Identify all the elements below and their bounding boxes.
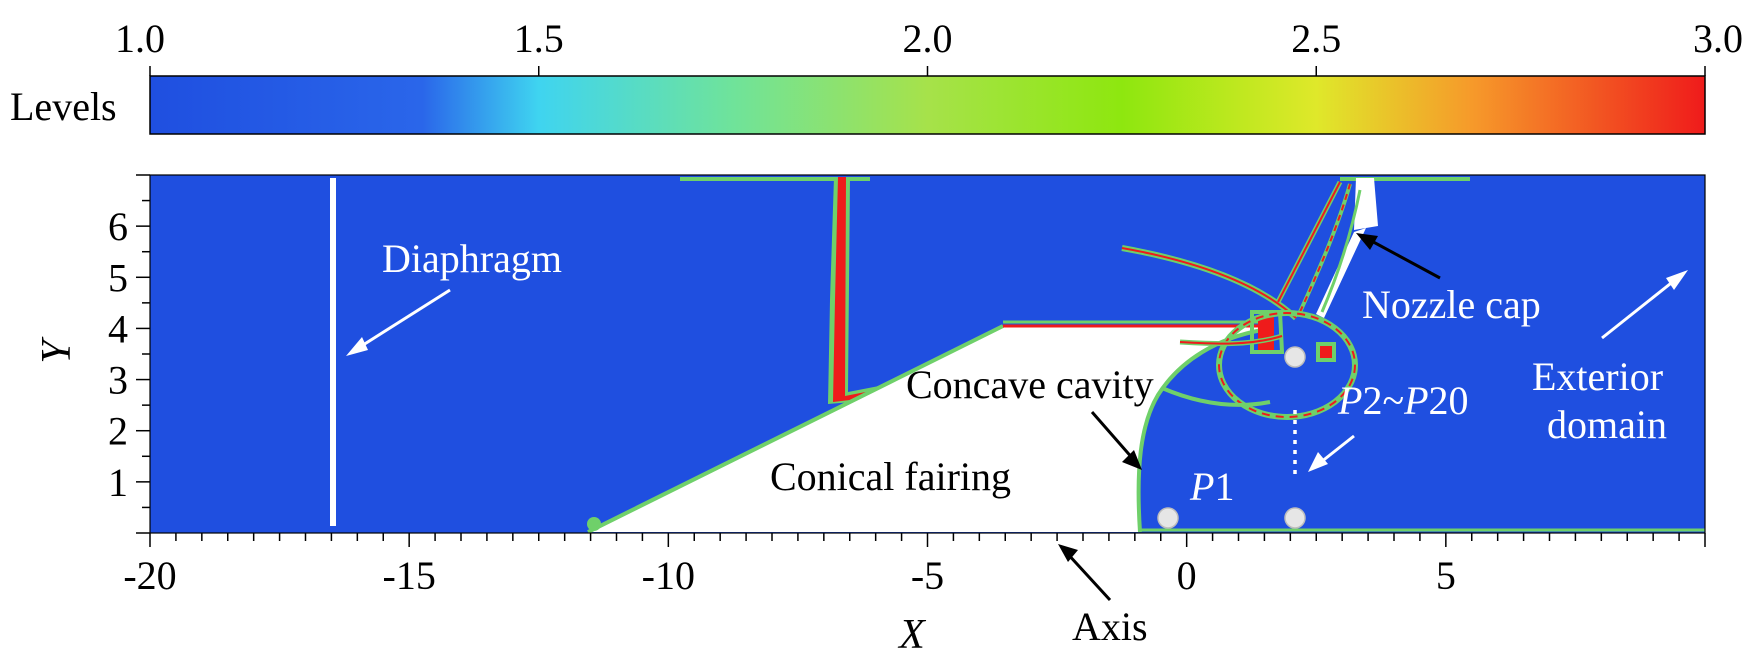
lip-shock bbox=[1258, 316, 1274, 350]
top-wall-contour bbox=[680, 177, 870, 181]
vortex-lower bbox=[1161, 386, 1271, 407]
fairing-tip-contour bbox=[587, 517, 601, 531]
p1-letter: P bbox=[1189, 464, 1214, 509]
y-tick-label: 6 bbox=[108, 204, 128, 249]
diaphragm-line bbox=[330, 178, 336, 526]
vortex-ring-core bbox=[1218, 312, 1356, 418]
colorbar-tick-label: 1.0 bbox=[115, 16, 165, 61]
vortex-hot-spot bbox=[1316, 342, 1336, 362]
colorbar-tick-label: 2.0 bbox=[903, 16, 953, 61]
colorbar-gradient bbox=[149, 75, 1706, 135]
plume-line-4 bbox=[1320, 189, 1362, 313]
x-axis: -20 -15 -10 -5 0 5 bbox=[123, 533, 1706, 598]
probe-point-top bbox=[1284, 346, 1306, 368]
y-axis: 1 2 3 4 5 6 bbox=[108, 174, 150, 534]
label-exterior-1: Exterior bbox=[1532, 354, 1663, 399]
label-exterior-2: domain bbox=[1547, 402, 1667, 447]
label-axis: Axis bbox=[1072, 604, 1148, 649]
label-conical-fairing: Conical fairing bbox=[770, 454, 1011, 499]
arrow-nozzle-cap-head bbox=[1356, 233, 1378, 250]
label-p1: P1 bbox=[1189, 464, 1234, 509]
annotations: Diaphragm Nozzle cap Exterior domain P2~… bbox=[346, 233, 1688, 649]
fairing-body bbox=[588, 326, 1262, 532]
arrow-axis bbox=[1064, 550, 1112, 602]
colorbar-tick-label: 3.0 bbox=[1693, 16, 1743, 61]
x-tick-label: -5 bbox=[911, 553, 944, 598]
flow-field bbox=[330, 177, 1705, 533]
colorbar-ticks: 1.0 1.5 2.0 2.5 3.0 bbox=[115, 16, 1743, 76]
x-tick-label: -20 bbox=[123, 553, 176, 598]
plume-line-1-core bbox=[1121, 247, 1297, 319]
p20-letter: P bbox=[1403, 378, 1428, 423]
arrow-diaphragm bbox=[351, 288, 451, 354]
x-tick-label: -15 bbox=[383, 553, 436, 598]
label-concave-cavity: Concave cavity bbox=[906, 362, 1154, 407]
colorbar-title: Levels bbox=[10, 84, 117, 129]
arrow-concave-cavity bbox=[1090, 411, 1136, 461]
arrow-p2-p20-head bbox=[1308, 452, 1328, 472]
colorbar-tick-label: 2.5 bbox=[1291, 16, 1341, 61]
shock-column bbox=[833, 177, 886, 402]
x-tick-label: 0 bbox=[1177, 553, 1197, 598]
probe-point-p20 bbox=[1284, 507, 1306, 529]
arrow-concave-cavity-head bbox=[1122, 450, 1142, 470]
p1-number: 1 bbox=[1214, 464, 1234, 509]
y-tick-label: 2 bbox=[108, 409, 128, 454]
label-diaphragm: Diaphragm bbox=[382, 236, 562, 281]
p20-number: 20 bbox=[1429, 378, 1469, 423]
probe-point-p1 bbox=[1157, 507, 1179, 529]
arrow-nozzle-cap bbox=[1365, 236, 1441, 280]
label-nozzle-cap: Nozzle cap bbox=[1362, 282, 1541, 327]
shock-column-edge bbox=[828, 177, 900, 404]
label-p2-p20: P2~P20 bbox=[1337, 378, 1469, 423]
colorbar-tick-label: 1.5 bbox=[514, 16, 564, 61]
p2-letter: P bbox=[1337, 378, 1362, 423]
y-tick-label: 5 bbox=[108, 255, 128, 300]
arrow-exterior-head bbox=[1666, 270, 1688, 290]
arrow-axis-head bbox=[1058, 544, 1078, 562]
colorbar: Levels 1.0 1.5 2.0 2.5 3.0 bbox=[10, 16, 1743, 135]
plume-line-2-core bbox=[1277, 181, 1341, 303]
fairing-edge bbox=[587, 324, 1004, 533]
arrow-diaphragm-head bbox=[346, 337, 368, 356]
x-axis-title: X bbox=[897, 612, 927, 658]
x-tick-label: 5 bbox=[1436, 553, 1456, 598]
y-tick-label: 1 bbox=[108, 460, 128, 505]
arrow-exterior bbox=[1601, 274, 1681, 340]
vortex-inner-core bbox=[1179, 335, 1283, 345]
plot-area: Diaphragm Nozzle cap Exterior domain P2~… bbox=[34, 174, 1706, 658]
y-tick-label: 3 bbox=[108, 358, 128, 403]
y-tick-label: 4 bbox=[108, 306, 128, 351]
x-tick-label: -10 bbox=[642, 553, 695, 598]
plume-line-3-core bbox=[1299, 183, 1351, 313]
y-axis-title: Y bbox=[34, 336, 80, 364]
p2-mid: 2~ bbox=[1362, 378, 1404, 423]
